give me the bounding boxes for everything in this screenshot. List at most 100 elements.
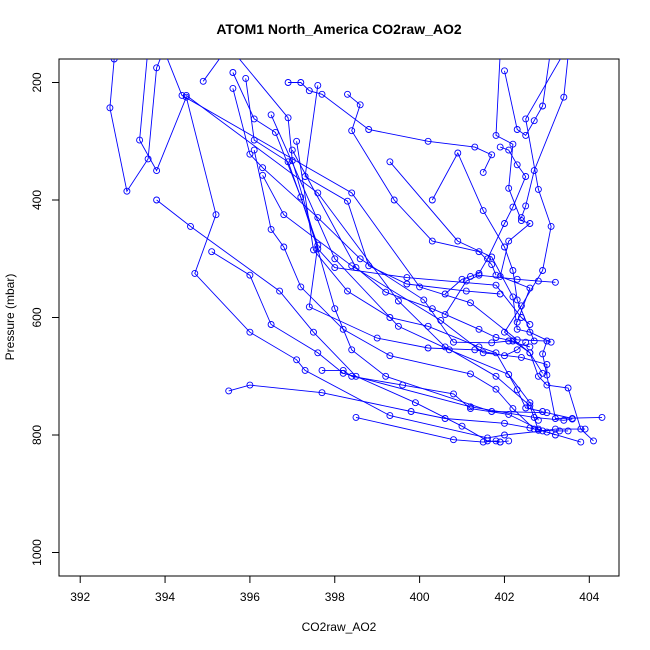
data-point — [547, 338, 555, 346]
series-line — [186, 95, 569, 432]
data-point — [305, 303, 313, 311]
data-point — [280, 243, 288, 251]
data-point — [475, 325, 483, 333]
data-point — [492, 271, 500, 279]
data-point — [250, 115, 258, 123]
data-point — [246, 328, 254, 336]
data-point — [293, 137, 301, 145]
data-point — [331, 255, 339, 263]
data-point — [501, 328, 508, 336]
data-point — [577, 438, 585, 446]
chart-title: ATOM1 North_America CO2raw_AO2 — [216, 21, 462, 37]
data-point — [297, 193, 305, 201]
data-point — [534, 425, 542, 433]
data-point — [526, 349, 534, 357]
data-point — [479, 349, 487, 357]
y-tick-label: 1000 — [30, 539, 44, 566]
data-point — [492, 385, 500, 393]
profile-series-13 — [259, 171, 551, 379]
data-point — [450, 338, 457, 346]
data-point — [539, 102, 547, 110]
data-point — [509, 203, 517, 211]
data-point — [318, 90, 326, 98]
series-line — [288, 82, 493, 173]
data-point — [458, 422, 466, 430]
data-point — [356, 101, 364, 109]
data-point — [509, 267, 517, 274]
data-point — [479, 168, 487, 176]
series-line — [253, 150, 535, 430]
data-point — [509, 405, 517, 413]
data-point — [492, 437, 500, 445]
data-point — [199, 77, 207, 85]
data-point — [382, 372, 390, 380]
data-point — [471, 143, 479, 151]
data-point — [513, 325, 521, 333]
data-point — [517, 302, 525, 310]
data-point — [543, 361, 551, 368]
data-point — [344, 197, 351, 205]
data-point — [339, 366, 347, 374]
profile-series-22 — [386, 158, 555, 346]
x-tick-label: 400 — [410, 590, 430, 604]
data-point — [284, 79, 292, 86]
data-point — [539, 267, 547, 274]
data-point — [276, 287, 284, 295]
data-point — [450, 436, 457, 444]
data-point — [505, 237, 513, 245]
data-point — [522, 202, 530, 210]
y-tick-label: 200 — [30, 72, 44, 92]
profile-series-19 — [318, 366, 559, 439]
data-point — [314, 189, 322, 197]
data-point — [484, 437, 491, 445]
data-point — [386, 352, 394, 360]
data-point — [568, 415, 576, 423]
x-tick-label: 398 — [325, 590, 345, 604]
series-line — [166, 59, 603, 419]
data-point — [475, 248, 483, 256]
data-point — [522, 115, 530, 123]
data-point — [182, 91, 190, 99]
x-tick-label: 404 — [579, 590, 599, 604]
data-point — [467, 299, 474, 307]
x-tick-label: 402 — [494, 590, 514, 604]
y-axis-label: Pressure (mbar) — [3, 274, 17, 361]
series-line — [431, 151, 535, 342]
data-point — [505, 184, 513, 192]
data-point — [386, 158, 394, 166]
data-point — [153, 196, 161, 204]
data-point — [501, 67, 508, 75]
series-line — [503, 59, 594, 442]
data-point — [543, 409, 551, 417]
data-point — [407, 408, 415, 415]
data-point — [475, 271, 483, 279]
series-line — [304, 85, 501, 295]
data-point — [259, 164, 267, 172]
data-point — [229, 69, 237, 76]
data-point — [505, 146, 513, 154]
profile-series-21 — [352, 413, 504, 446]
data-point — [310, 328, 317, 336]
data-point — [318, 389, 326, 397]
data-point — [530, 337, 538, 345]
series-line — [262, 175, 548, 376]
data-point — [428, 196, 436, 204]
data-point — [267, 111, 275, 119]
data-point — [560, 416, 568, 424]
x-axis-label: CO2raw_AO2 — [302, 620, 377, 634]
data-point — [229, 84, 237, 92]
data-point — [526, 399, 534, 407]
data-point — [267, 321, 275, 328]
profile-series-23 — [428, 149, 538, 345]
data-point — [475, 269, 483, 277]
data-point — [492, 281, 500, 289]
data-point — [513, 318, 521, 326]
data-point — [331, 264, 339, 272]
data-point — [441, 290, 449, 298]
data-point — [488, 151, 496, 159]
data-point — [530, 425, 538, 433]
data-point — [539, 408, 547, 415]
data-point — [187, 222, 194, 230]
